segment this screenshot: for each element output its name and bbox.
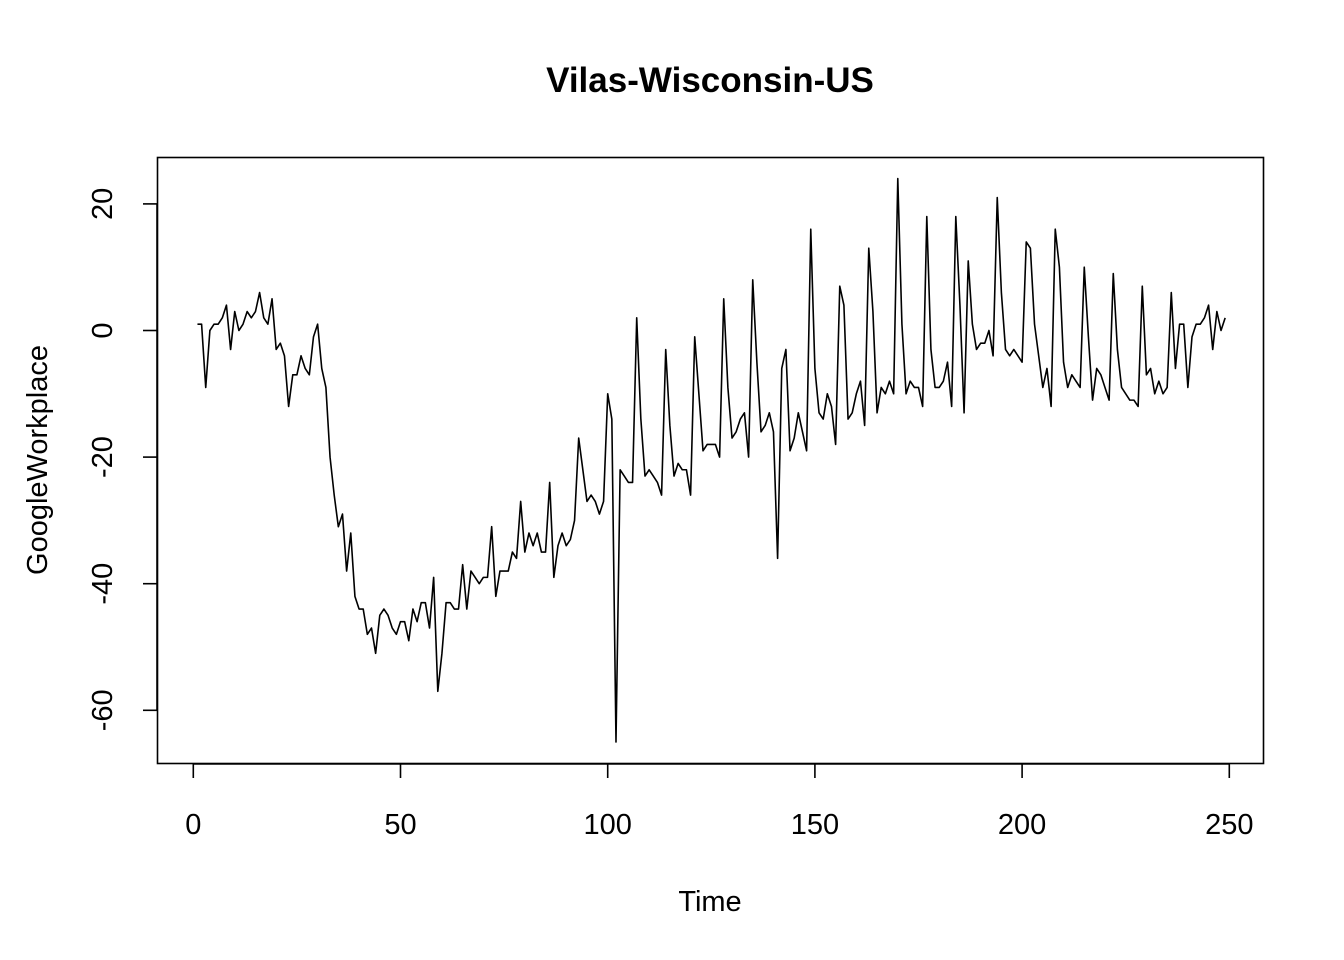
x-tick-label: 150 [791, 809, 839, 841]
x-tick-label: 0 [185, 809, 201, 841]
x-tick-label: 200 [998, 809, 1046, 841]
x-tick-label: 50 [384, 809, 416, 841]
x-axis: 0 50 100 150 200 250 [185, 763, 1253, 841]
y-axis: -60 -40 -20 0 20 [87, 188, 158, 731]
y-tick-label: -40 [87, 563, 119, 605]
chart-title: Vilas-Wisconsin-US [546, 61, 874, 100]
x-tick-label: 100 [584, 809, 632, 841]
series-line [197, 177, 1226, 743]
y-tick-label: -60 [87, 689, 119, 731]
y-tick-label: -20 [87, 436, 119, 478]
plot-frame [156, 156, 1265, 765]
y-axis-label: GoogleWorkplace [22, 345, 54, 575]
y-tick-label: 20 [87, 188, 119, 220]
x-tick-label: 250 [1205, 809, 1253, 841]
y-tick-label: 0 [87, 322, 119, 338]
x-axis-label: Time [678, 886, 741, 918]
series-layer [197, 177, 1226, 743]
